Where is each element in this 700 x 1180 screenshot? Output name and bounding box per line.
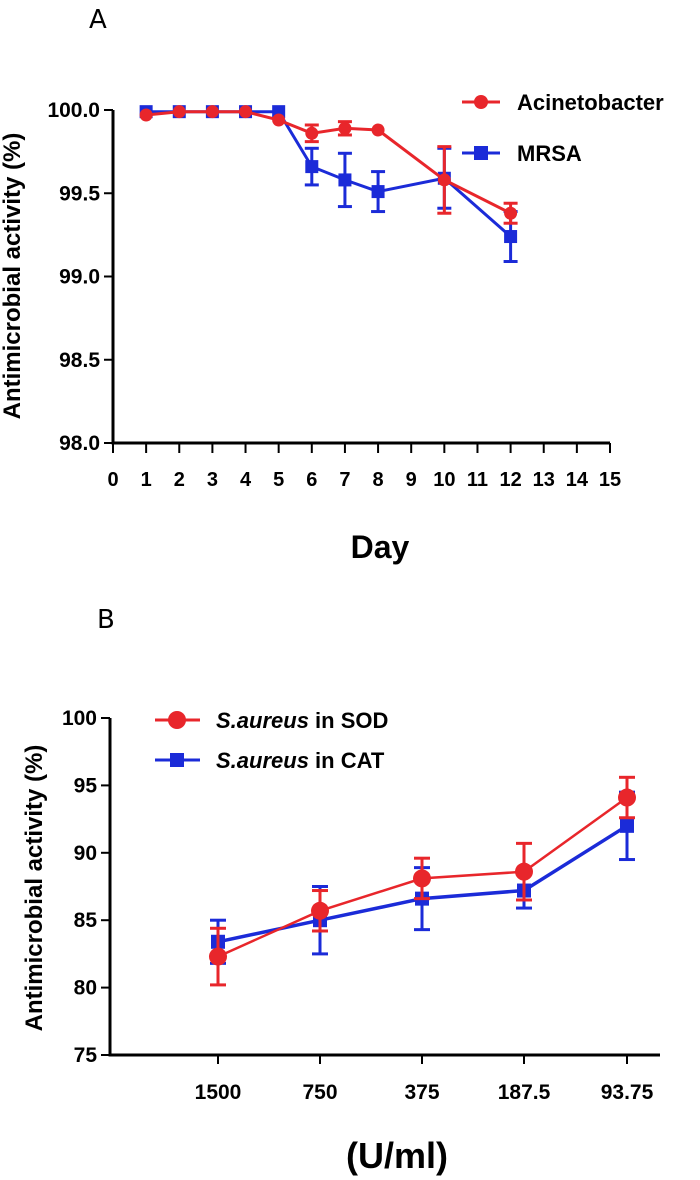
b-xtick-label-750: 750	[302, 1081, 337, 1104]
a-ytick-label-100-0: 100.0	[47, 99, 100, 122]
a-point-acinetobacter-day-8	[371, 123, 385, 137]
legend-a-marker-mrsa	[474, 146, 488, 160]
a-point-mrsa-day-7	[338, 173, 352, 187]
b-point-s-aureus-in-sod-750	[311, 901, 329, 920]
b-ytick-label-85: 85	[74, 909, 98, 932]
panel-b-letter: B	[97, 605, 115, 635]
a-point-mrsa-day-8	[371, 185, 385, 199]
b-point-s-aureus-in-sod-187-5	[515, 862, 533, 881]
a-xtick-label-12: 12	[499, 469, 521, 491]
a-ytick-label-99-5: 99.5	[59, 182, 100, 205]
panel-b-series	[209, 775, 636, 987]
a-ytick-label-99-0: 99.0	[59, 266, 100, 289]
panel-b-ticks: 75 80 85 90 95 100 1500 750 375 187.5 93.75	[62, 707, 654, 1104]
b-point-s-aureus-in-cat-93-75	[620, 818, 634, 833]
b-xtick-label-187-5: 187.5	[498, 1081, 551, 1104]
a-point-mrsa-day-12	[504, 230, 518, 244]
a-point-acinetobacter-day-3	[205, 105, 219, 119]
b-xtick-label-375: 375	[404, 1081, 439, 1104]
b-ytick-label-95: 95	[74, 774, 98, 797]
a-point-acinetobacter-day-6	[305, 126, 319, 140]
b-ytick-label-90: 90	[74, 842, 97, 865]
a-xtick-label-5: 5	[273, 469, 284, 491]
b-point-s-aureus-in-sod-93-75	[618, 788, 636, 807]
a-ytick-label-98-5: 98.5	[59, 349, 100, 372]
a-xtick-label-7: 7	[339, 469, 350, 491]
panel-a-series	[139, 105, 518, 264]
b-xtick-label-93-75: 93.75	[601, 1081, 654, 1104]
panel-a-legend: Acinetobacter MRSA	[462, 90, 664, 166]
panel-b-axes	[108, 718, 660, 1057]
legend-b-marker-sod	[168, 711, 186, 729]
b-ytick-label-75: 75	[74, 1044, 98, 1067]
a-xtick-label-8: 8	[373, 469, 384, 491]
a-ytick-label-98-0: 98.0	[59, 432, 100, 455]
a-xtick-label-9: 9	[406, 469, 417, 491]
a-xtick-label-3: 3	[207, 469, 218, 491]
a-xtick-label-1: 1	[141, 469, 152, 491]
panel-a-axes	[111, 110, 610, 445]
a-xtick-label-6: 6	[306, 469, 317, 491]
panel-a-letter: A	[89, 5, 107, 35]
panel-a-xlabel: Day	[351, 529, 410, 565]
legend-a-marker-acinetobacter	[474, 95, 488, 109]
a-xtick-label-10: 10	[433, 469, 455, 491]
a-xtick-label-14: 14	[566, 469, 589, 491]
a-xtick-label-2: 2	[174, 469, 185, 491]
a-point-acinetobacter-day-1	[139, 108, 153, 122]
panel-b-xlabel: (U/ml)	[346, 1135, 448, 1176]
a-point-mrsa-day-6	[305, 160, 319, 174]
a-point-acinetobacter-day-4	[239, 105, 253, 119]
panel-b-legend: S.aureus in SOD S.aureus in CAT	[155, 708, 388, 773]
a-xtick-label-13: 13	[533, 469, 555, 491]
legend-a-label-acinetobacter: Acinetobacter	[517, 90, 664, 115]
panel-b-ylabel: Antimicrobial activity (%)	[21, 745, 48, 1032]
legend-b-marker-cat	[170, 753, 184, 767]
a-point-acinetobacter-day-2	[172, 105, 186, 119]
b-point-s-aureus-in-sod-1500	[209, 947, 227, 966]
b-point-s-aureus-in-sod-375	[413, 869, 431, 888]
panel-a-ylabel: Antimicrobial activity (%)	[0, 133, 26, 420]
a-line-acinetobacter	[145, 110, 512, 215]
panel-b: B 75 80 85 90 95 100 1500 750 375 187.5 93.75 Anti…	[21, 605, 660, 1176]
legend-a-label-mrsa: MRSA	[517, 141, 582, 166]
legend-b-label-cat: S.aureus in CAT	[216, 748, 385, 773]
a-xtick-label-4: 4	[240, 469, 252, 491]
a-xtick-label-15: 15	[599, 469, 621, 491]
b-ytick-label-100: 100	[62, 707, 97, 730]
a-point-acinetobacter-day-10	[437, 173, 451, 187]
legend-b-label-sod: S.aureus in SOD	[216, 708, 388, 733]
a-xtick-label-0: 0	[107, 469, 118, 491]
b-xtick-label-1500: 1500	[195, 1081, 242, 1104]
a-point-acinetobacter-day-7	[338, 121, 352, 135]
b-ytick-label-80: 80	[74, 977, 97, 1000]
a-xtick-label-11: 11	[467, 469, 488, 491]
a-point-acinetobacter-day-5	[272, 113, 286, 127]
a-point-acinetobacter-day-12	[504, 206, 518, 220]
